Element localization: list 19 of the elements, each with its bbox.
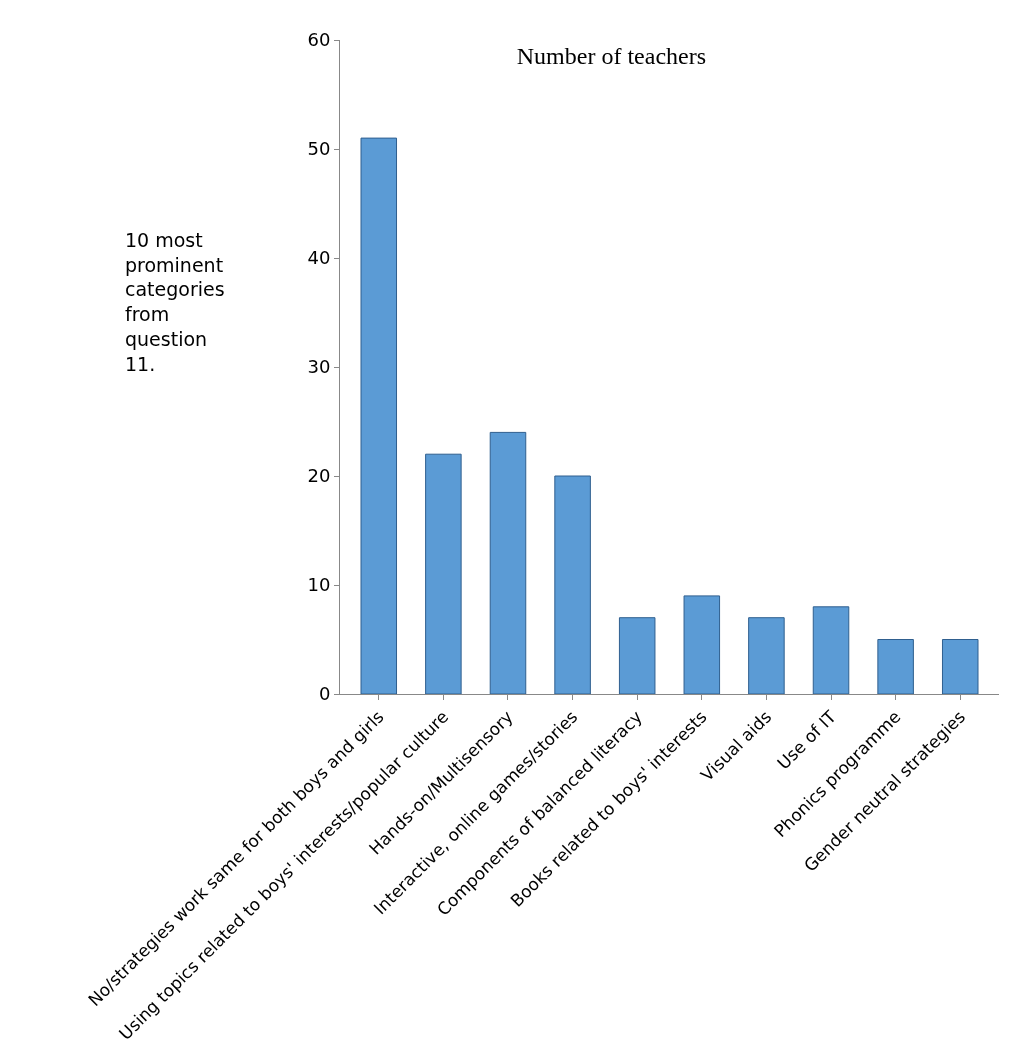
bar <box>554 475 591 694</box>
y-axis-title: 10 most prominent categories from question 11. <box>125 229 225 375</box>
bar <box>489 431 527 694</box>
bar <box>360 137 398 694</box>
chart-title: Number of teachers <box>516 43 707 70</box>
bar <box>941 639 979 694</box>
bar <box>877 639 914 694</box>
y-tick-label: 60 <box>307 29 331 51</box>
y-tick-label: 40 <box>307 247 331 269</box>
y-tick-label: 30 <box>307 356 331 378</box>
y-tick-label: 0 <box>318 683 331 705</box>
bar <box>425 453 462 694</box>
y-tick-label: 50 <box>307 138 331 160</box>
bar <box>748 617 785 694</box>
bar <box>683 595 721 694</box>
bar <box>812 606 850 694</box>
bar <box>618 617 656 694</box>
y-tick-label: 10 <box>307 574 331 596</box>
y-tick-label: 20 <box>307 465 331 487</box>
